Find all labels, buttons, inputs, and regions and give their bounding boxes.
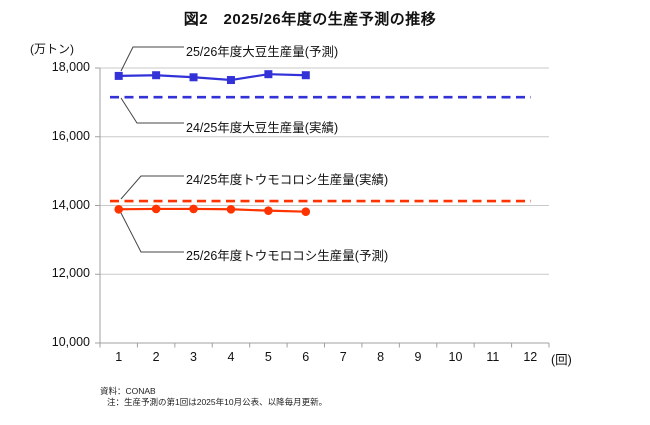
y-tick-label: 14,000 [51,197,90,212]
data-point-circle [226,204,236,214]
x-tick-label: 7 [339,350,347,364]
y-tick-label: 18,000 [51,60,90,74]
series-line [118,207,306,213]
x-axis-unit-label: (回) [551,353,572,367]
leader-soy-forecast [120,46,184,72]
annotation-soy-forecast-label: 25/26年度大豆生産量(予測) [186,45,339,59]
data-point-circle [301,207,311,216]
x-tick-label: 12 [523,350,538,364]
data-point-circle [151,204,161,214]
leader-corn-forecast [120,212,184,253]
data-point-circle [189,204,198,214]
chart-series-layer [95,67,550,348]
data-point-square [264,70,273,79]
data-point-square [114,71,123,80]
x-tick-label: 5 [264,350,272,364]
y-tick-label: 16,000 [51,128,90,143]
annotation-leader-lines [120,46,184,253]
data-point-square [189,73,198,82]
x-tick-label: 3 [190,350,197,364]
data-point-square [301,71,310,80]
annotation-corn-actual-label: 24/25年度トウモコロシ生産量(実績) [186,173,389,187]
x-tick-label: 1 [115,350,123,364]
chart-title: 図2 2025/26年度の生産予測の推移 [183,11,437,28]
data-point-square [152,71,161,80]
series-line [118,73,306,82]
footnotes: 資料：CONAB 注：生産予測の第1回は2025年10月公表、以降毎月更新。 [100,386,327,408]
y-tick-label: 12,000 [51,266,90,281]
x-tick-label: 9 [414,350,422,364]
x-tick-label: 6 [302,350,310,364]
data-point-square [226,76,235,85]
y-tick-label: 10,000 [51,335,90,349]
leader-soy-actual [120,97,184,124]
update-note: 注：生産予測の第1回は2025年10月公表、以降毎月更新。 [107,397,328,407]
x-tick-label: 11 [486,350,500,364]
y-axis-unit-label: (万トン) [30,42,74,56]
annotation-corn-forecast-label: 25/26年度トウモロコシ生産量(予測) [186,249,389,263]
x-tick-label: 4 [227,350,235,364]
leader-corn-actual [120,175,184,200]
x-tick-label: 2 [152,350,160,364]
x-tick-label: 8 [377,350,385,364]
x-tick-label: 10 [448,350,463,364]
data-point-circle [114,204,124,214]
data-point-circle [264,206,273,215]
annotation-soy-actual-label: 24/25年度大豆生産量(実績) [186,121,339,135]
source-note: 資料：CONAB [100,386,156,396]
